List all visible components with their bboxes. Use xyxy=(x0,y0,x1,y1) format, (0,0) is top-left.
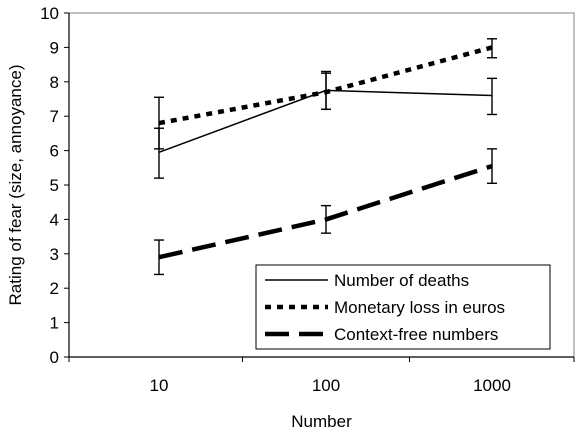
y-tick-label: 5 xyxy=(50,176,59,195)
y-tick-label: 1 xyxy=(50,314,59,333)
y-tick-label: 6 xyxy=(50,142,59,161)
y-ticks: 0 1 2 3 4 5 6 7 8 9 10 xyxy=(40,4,69,367)
y-tick-label: 2 xyxy=(50,279,59,298)
y-tick-label: 9 xyxy=(50,38,59,57)
legend: Number of deaths Monetary loss in euros Co… xyxy=(255,264,551,350)
x-ticks: 10 100 1000 xyxy=(68,357,575,395)
y-tick-label: 0 xyxy=(50,348,59,367)
x-tick-label: 100 xyxy=(312,376,340,395)
y-tick-label: 8 xyxy=(50,73,59,92)
y-tick-label: 4 xyxy=(50,210,59,229)
y-tick-label: 10 xyxy=(40,4,59,23)
legend-label: Monetary loss in euros xyxy=(334,298,505,317)
y-axis-label: Rating of fear (size, annoyance) xyxy=(6,65,25,306)
legend-label: Number of deaths xyxy=(334,271,469,290)
y-tick-label: 7 xyxy=(50,107,59,126)
y-tick-label: 3 xyxy=(50,245,59,264)
x-axis-label: Number xyxy=(291,412,352,431)
legend-label: Context-free numbers xyxy=(334,325,498,344)
x-tick-label: 1000 xyxy=(473,376,511,395)
x-tick-label: 10 xyxy=(150,376,169,395)
error-bars xyxy=(154,38,497,276)
